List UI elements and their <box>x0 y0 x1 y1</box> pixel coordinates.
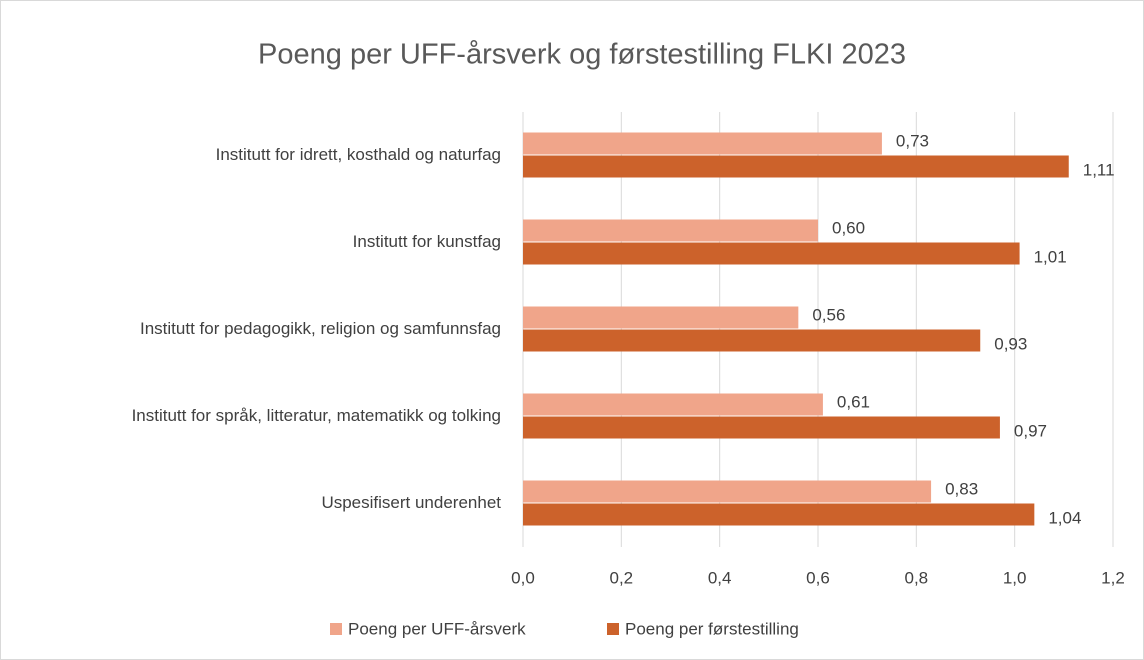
y-tick-label: Institutt for kunstfag <box>353 232 501 251</box>
bar <box>523 329 981 352</box>
data-label: 0,83 <box>945 479 978 498</box>
y-tick-label: Uspesifisert underenhet <box>321 493 501 512</box>
bar <box>523 416 1000 439</box>
bar <box>523 242 1020 265</box>
bar <box>523 132 882 155</box>
legend-swatch <box>330 623 342 635</box>
data-label: 1,11 <box>1083 160 1115 179</box>
x-tick-label: 0,6 <box>806 568 830 587</box>
y-tick-label: Institutt for idrett, kosthald og naturf… <box>216 145 501 164</box>
data-label: 1,04 <box>1048 508 1081 527</box>
data-label: 0,93 <box>994 334 1027 353</box>
data-label: 1,01 <box>1034 247 1067 266</box>
y-tick-label: Institutt for pedagogikk, religion og sa… <box>140 319 501 338</box>
data-label: 0,56 <box>812 305 845 324</box>
chart-title: Poeng per UFF-årsverk og førstestilling … <box>258 39 906 71</box>
x-tick-label: 1,0 <box>1003 568 1027 587</box>
x-tick-label: 0,4 <box>708 568 732 587</box>
x-tick-label: 0,8 <box>905 568 929 587</box>
x-tick-label: 0,2 <box>610 568 634 587</box>
bar <box>523 393 823 416</box>
bar <box>523 219 818 242</box>
y-tick-label: Institutt for språk, litteratur, matemat… <box>132 406 501 425</box>
data-label: 0,97 <box>1014 421 1047 440</box>
bar <box>523 306 799 329</box>
data-label: 0,61 <box>837 392 870 411</box>
bar <box>523 503 1035 526</box>
data-label: 0,73 <box>896 131 929 150</box>
x-tick-label: 1,2 <box>1101 568 1125 587</box>
legend-label: Poeng per UFF-årsverk <box>348 619 526 638</box>
legend-label: Poeng per førstestilling <box>625 619 799 638</box>
legend-swatch <box>607 623 619 635</box>
x-tick-label: 0,0 <box>511 568 535 587</box>
bar <box>523 480 932 503</box>
bar <box>523 155 1069 178</box>
data-label: 0,60 <box>832 218 865 237</box>
